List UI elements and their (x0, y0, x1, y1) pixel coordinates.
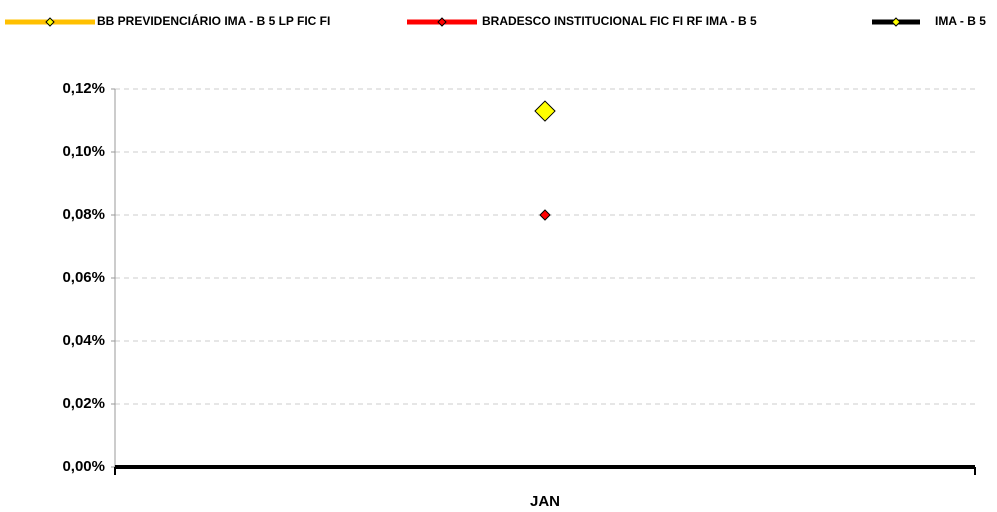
series-marker (539, 209, 551, 221)
y-tick-label: 0,00% (62, 458, 105, 475)
legend-label: BB PREVIDENCIÁRIO IMA - B 5 LP FIC FI (97, 13, 330, 28)
legend-marker (891, 17, 901, 27)
y-tick-label: 0,12% (62, 80, 105, 97)
y-tick-label: 0,06% (62, 269, 105, 286)
y-tick-label: 0,08% (62, 206, 105, 223)
y-tick-label: 0,02% (62, 395, 105, 412)
series-marker (534, 100, 556, 122)
legend-marker (45, 17, 55, 27)
legend-label: IMA - B 5 (935, 14, 986, 28)
y-tick-label: 0,04% (62, 332, 105, 349)
x-tick-label: JAN (530, 493, 560, 510)
legend-label: BRADESCO INSTITUCIONAL FIC FI RF IMA - B… (482, 14, 757, 28)
y-tick-label: 0,10% (62, 143, 105, 160)
legend-marker (437, 17, 447, 27)
